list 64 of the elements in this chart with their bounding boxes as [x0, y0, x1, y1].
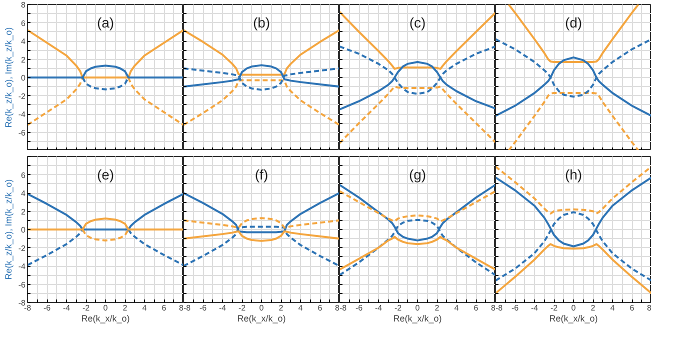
x-tick-label: 8 — [647, 304, 652, 312]
y-tick-label: -4 — [18, 110, 26, 119]
x-tick-label: 2 — [122, 304, 128, 312]
x-tick-label: 8 — [491, 304, 496, 312]
x-tick-label: -6 — [511, 304, 520, 312]
x-tick-label: 2 — [590, 304, 596, 312]
y-tick-label: 8 — [21, 0, 26, 10]
text: (b) — [252, 14, 270, 30]
x-axis-title: Re(k_x/k_o) — [237, 314, 286, 324]
x-tick-label: -4 — [374, 304, 383, 312]
y-tick-label: 2 — [21, 55, 26, 64]
x-tick-label: 6 — [318, 304, 323, 312]
y-tick-label: 6 — [21, 170, 26, 180]
x-tick-label: 0 — [571, 304, 576, 312]
y-axis-title: Re(k_z/k_o), Im(k_z/k_o) — [3, 27, 14, 128]
x-tick-label: 4 — [142, 304, 148, 312]
y-axis-title: Re(k_z/k_o), Im(k_z/k_o) — [3, 179, 14, 280]
text: (a) — [96, 14, 114, 30]
text: (g) — [408, 166, 426, 182]
text: (d) — [564, 14, 582, 30]
x-tick-label: -2 — [82, 304, 90, 312]
y-tick-label: 6 — [21, 18, 26, 28]
text: (e) — [96, 166, 114, 182]
y-tick-label: 0 — [21, 74, 26, 82]
x-tick-label: 4 — [298, 304, 304, 312]
x-tick-label: 8 — [335, 304, 340, 312]
x-tick-label: -4 — [62, 304, 71, 312]
x-tick-label: -2 — [550, 304, 558, 312]
x-tick-label: -4 — [218, 304, 227, 312]
x-tick-label: 6 — [630, 304, 635, 312]
text: (f) — [254, 166, 268, 182]
x-tick-label: -4 — [530, 304, 539, 312]
x-tick-label: 6 — [162, 304, 167, 312]
x-axis-title: Re(k_x/k_o) — [393, 314, 442, 324]
x-tick-label: -6 — [43, 304, 52, 312]
x-tick-label: -6 — [355, 304, 364, 312]
x-tick-label: -8 — [496, 304, 504, 312]
x-axis-title: Re(k_x/k_o) — [549, 314, 598, 324]
y-tick-label: -6 — [18, 128, 26, 138]
y-tick-label: 0 — [21, 226, 26, 234]
x-tick-label: -2 — [394, 304, 402, 312]
x-tick-label: 2 — [434, 304, 440, 312]
x-tick-label: 0 — [103, 304, 108, 312]
y-tick-label: 4 — [21, 189, 26, 198]
y-tick-label: -6 — [18, 280, 26, 290]
y-tick-label: -4 — [18, 262, 26, 271]
x-tick-label: 6 — [474, 304, 479, 312]
x-tick-label: 4 — [610, 304, 616, 312]
y-tick-label: -2 — [18, 92, 26, 101]
x-tick-label: 4 — [454, 304, 460, 312]
x-axis-title: Re(k_x/k_o) — [81, 314, 130, 324]
x-tick-label: 0 — [415, 304, 420, 312]
x-tick-label: -2 — [238, 304, 246, 312]
x-tick-label: 0 — [259, 304, 264, 312]
x-tick-label: -6 — [199, 304, 208, 312]
y-tick-label: -2 — [18, 244, 26, 253]
y-tick-label: 2 — [21, 207, 26, 216]
y-tick-label: 4 — [21, 37, 26, 46]
x-tick-label: 8 — [179, 304, 184, 312]
x-tick-label: -8 — [184, 304, 192, 312]
text: (h) — [564, 166, 582, 182]
x-tick-label: -8 — [340, 304, 348, 312]
x-tick-label: 2 — [278, 304, 284, 312]
text: (c) — [409, 14, 426, 30]
